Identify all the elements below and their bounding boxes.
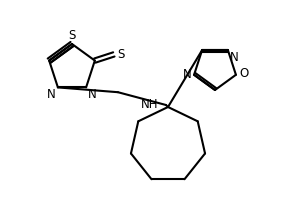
Text: S: S — [117, 48, 124, 61]
Text: N: N — [183, 68, 192, 81]
Text: N: N — [47, 88, 56, 101]
Text: N: N — [230, 51, 239, 64]
Text: O: O — [239, 67, 248, 80]
Text: NH: NH — [140, 98, 158, 112]
Text: S: S — [68, 29, 76, 42]
Text: N: N — [88, 88, 97, 101]
